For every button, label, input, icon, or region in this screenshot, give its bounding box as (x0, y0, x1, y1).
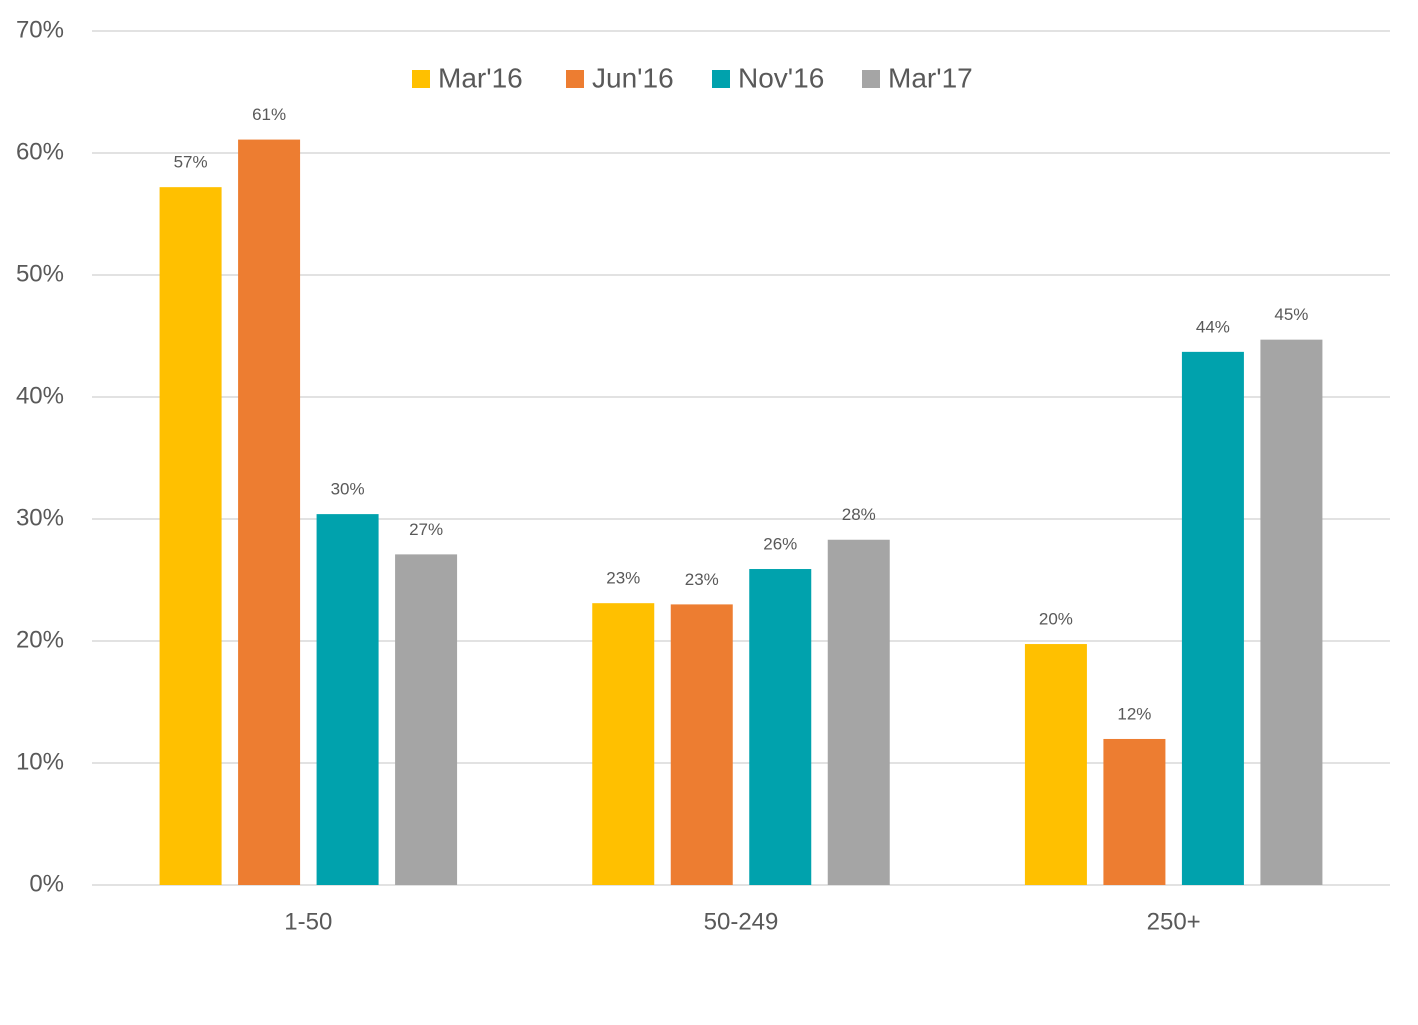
bar (238, 139, 301, 885)
y-tick-label: 50% (16, 260, 64, 287)
bar (827, 539, 890, 885)
value-label: 23% (685, 570, 719, 589)
y-tick-label: 60% (16, 138, 64, 165)
value-label: 44% (1196, 317, 1230, 336)
value-label: 57% (174, 153, 208, 172)
bar (316, 514, 379, 885)
x-tick-label: 50-249 (704, 908, 779, 935)
bar (1181, 351, 1244, 885)
legend-label: Nov'16 (738, 62, 824, 93)
value-label: 23% (606, 569, 640, 588)
bar (159, 187, 222, 885)
y-tick-label: 30% (16, 504, 64, 531)
x-tick-label: 250+ (1147, 908, 1201, 935)
y-tick-label: 0% (29, 870, 64, 897)
bar (1024, 644, 1087, 885)
bar (1260, 339, 1323, 885)
value-label: 12% (1117, 704, 1151, 723)
legend-swatch (412, 70, 430, 88)
value-label: 26% (763, 535, 797, 554)
value-label: 20% (1039, 610, 1073, 629)
legend-swatch (862, 70, 880, 88)
value-label: 27% (409, 520, 443, 539)
bar (1103, 738, 1166, 885)
value-label: 45% (1274, 305, 1308, 324)
y-tick-label: 20% (16, 626, 64, 653)
legend-label: Jun'16 (592, 62, 674, 93)
value-label: 61% (252, 105, 286, 124)
y-tick-label: 70% (16, 16, 64, 43)
legend-swatch (566, 70, 584, 88)
bar (592, 603, 655, 885)
y-tick-label: 40% (16, 382, 64, 409)
bar (670, 604, 733, 885)
x-tick-label: 1-50 (284, 908, 332, 935)
value-label: 28% (842, 505, 876, 524)
value-label: 30% (331, 480, 365, 499)
legend-swatch (712, 70, 730, 88)
legend-label: Mar'16 (438, 62, 523, 93)
y-tick-label: 10% (16, 748, 64, 775)
legend-label: Mar'17 (888, 62, 973, 93)
bar (395, 554, 458, 885)
bar (749, 569, 812, 885)
